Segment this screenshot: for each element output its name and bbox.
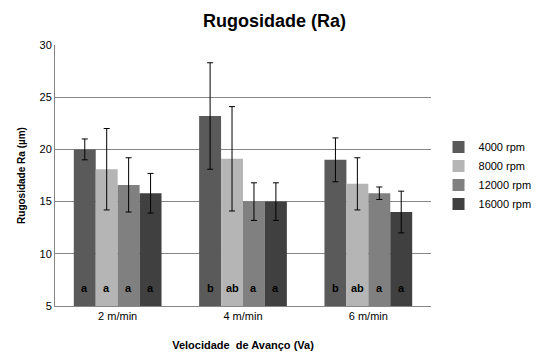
svg-text:ab: ab xyxy=(226,282,239,294)
svg-text:8000 rpm: 8000 rpm xyxy=(479,160,525,172)
svg-text:30: 30 xyxy=(40,39,52,51)
svg-text:16000 rpm: 16000 rpm xyxy=(479,198,532,210)
svg-text:6 m/min: 6 m/min xyxy=(349,310,388,322)
svg-text:a: a xyxy=(398,282,405,294)
svg-text:a: a xyxy=(81,282,88,294)
svg-text:a: a xyxy=(250,282,257,294)
svg-text:2 m/min: 2 m/min xyxy=(98,310,137,322)
svg-text:15: 15 xyxy=(40,195,52,207)
svg-text:a: a xyxy=(103,282,110,294)
svg-text:Velocidade de Avanço (Va): Velocidade de Avanço (Va) xyxy=(172,339,314,351)
svg-text:a: a xyxy=(125,282,132,294)
svg-text:a: a xyxy=(147,282,154,294)
svg-text:4000 rpm: 4000 rpm xyxy=(479,141,525,153)
svg-text:b: b xyxy=(207,282,214,294)
svg-text:25: 25 xyxy=(40,91,52,103)
svg-text:Rugosidade (Ra): Rugosidade (Ra) xyxy=(203,11,346,31)
svg-text:20: 20 xyxy=(40,143,52,155)
svg-text:a: a xyxy=(376,282,383,294)
svg-text:5: 5 xyxy=(46,300,52,312)
svg-text:10: 10 xyxy=(40,248,52,260)
svg-text:12000 rpm: 12000 rpm xyxy=(479,179,532,191)
svg-text:4 m/min: 4 m/min xyxy=(223,310,262,322)
svg-text:b: b xyxy=(332,282,339,294)
svg-text:Rugosidade Ra (µm): Rugosidade Ra (µm) xyxy=(16,127,27,224)
svg-text:ab: ab xyxy=(351,282,364,294)
svg-text:a: a xyxy=(272,282,279,294)
